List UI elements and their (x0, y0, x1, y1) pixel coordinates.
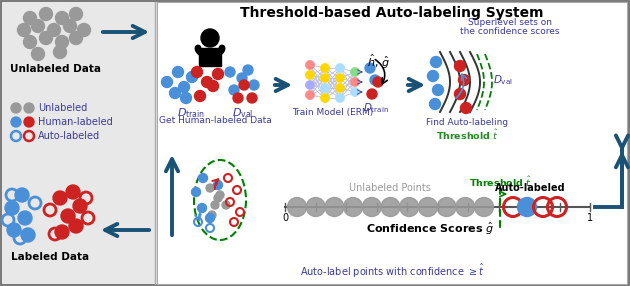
Circle shape (321, 74, 329, 82)
Text: Labeled Data: Labeled Data (11, 252, 89, 262)
Circle shape (287, 198, 307, 217)
Circle shape (55, 35, 69, 49)
Circle shape (430, 98, 440, 110)
Circle shape (222, 201, 230, 209)
Circle shape (55, 11, 69, 25)
Circle shape (77, 23, 91, 37)
Circle shape (350, 78, 360, 86)
Circle shape (40, 31, 52, 45)
Circle shape (343, 198, 363, 217)
Circle shape (21, 228, 35, 242)
Circle shape (239, 80, 249, 90)
Circle shape (66, 185, 80, 199)
Circle shape (321, 63, 329, 72)
Circle shape (47, 23, 60, 37)
Text: Superlevel sets on: Superlevel sets on (468, 18, 552, 27)
Circle shape (437, 198, 456, 217)
Circle shape (24, 117, 34, 127)
Text: Find Auto-labeling: Find Auto-labeling (426, 118, 508, 127)
Circle shape (181, 92, 192, 104)
Circle shape (192, 67, 202, 78)
Text: Unlabeled: Unlabeled (38, 103, 87, 113)
Circle shape (198, 174, 207, 182)
Circle shape (321, 84, 329, 92)
Circle shape (306, 198, 325, 217)
Circle shape (161, 76, 173, 88)
Circle shape (214, 194, 222, 202)
Circle shape (18, 23, 30, 37)
Circle shape (249, 80, 259, 90)
Text: Human-labeled: Human-labeled (38, 117, 113, 127)
Circle shape (169, 88, 181, 98)
Circle shape (211, 201, 219, 209)
Circle shape (205, 214, 214, 223)
Circle shape (69, 31, 83, 45)
Circle shape (418, 198, 437, 217)
Text: 1: 1 (587, 213, 593, 223)
Circle shape (367, 89, 377, 99)
Text: Train Model (ERM): Train Model (ERM) (292, 108, 374, 117)
Text: Auto-labeled: Auto-labeled (495, 183, 565, 193)
Circle shape (69, 219, 83, 233)
Circle shape (212, 69, 224, 80)
Circle shape (214, 180, 222, 190)
Text: Get Human-labeled Data: Get Human-labeled Data (159, 116, 272, 125)
Circle shape (192, 188, 200, 196)
Circle shape (173, 67, 183, 78)
Circle shape (459, 74, 469, 86)
Circle shape (15, 188, 29, 202)
FancyBboxPatch shape (157, 2, 627, 284)
Text: Auto-label points with confidence $\geq\hat{t}$: Auto-label points with confidence $\geq\… (300, 262, 484, 280)
Circle shape (306, 90, 314, 100)
Circle shape (32, 19, 45, 33)
Circle shape (381, 198, 400, 217)
Circle shape (55, 225, 69, 239)
Circle shape (306, 80, 314, 90)
Circle shape (325, 198, 344, 217)
Circle shape (195, 90, 205, 102)
Text: the confidence scores: the confidence scores (461, 27, 559, 36)
Circle shape (206, 184, 214, 192)
Circle shape (202, 76, 212, 88)
Circle shape (5, 201, 19, 215)
Text: Unlabeled Data: Unlabeled Data (9, 64, 101, 74)
Circle shape (178, 82, 190, 92)
Circle shape (186, 72, 197, 82)
Circle shape (216, 191, 224, 199)
Circle shape (23, 35, 37, 49)
Circle shape (428, 71, 438, 82)
Circle shape (455, 198, 475, 217)
Circle shape (40, 7, 52, 21)
Circle shape (350, 67, 360, 76)
Circle shape (229, 85, 239, 95)
Text: $D_{\mathrm{train}}$: $D_{\mathrm{train}}$ (177, 106, 205, 120)
Circle shape (373, 77, 383, 87)
Circle shape (454, 61, 466, 72)
Polygon shape (199, 48, 221, 66)
Circle shape (54, 45, 67, 59)
Circle shape (69, 7, 83, 21)
Circle shape (201, 29, 219, 47)
Circle shape (23, 11, 37, 25)
Circle shape (11, 103, 21, 113)
Circle shape (225, 67, 235, 77)
Circle shape (336, 63, 345, 72)
Circle shape (11, 117, 21, 127)
Circle shape (7, 223, 21, 237)
Circle shape (243, 65, 253, 75)
Text: Unlabeled Points: Unlabeled Points (349, 183, 431, 193)
Circle shape (247, 93, 257, 103)
Circle shape (237, 73, 247, 83)
Circle shape (461, 102, 471, 114)
Circle shape (365, 63, 375, 73)
Circle shape (336, 94, 345, 102)
Circle shape (433, 84, 444, 96)
Circle shape (64, 19, 76, 33)
Circle shape (306, 71, 314, 80)
Circle shape (73, 199, 87, 213)
Circle shape (350, 88, 360, 96)
Text: Confidence Scores $\hat{g}$: Confidence Scores $\hat{g}$ (366, 221, 494, 237)
Text: $D_{\mathrm{val}}$: $D_{\mathrm{val}}$ (493, 73, 513, 87)
Text: 0: 0 (282, 213, 288, 223)
